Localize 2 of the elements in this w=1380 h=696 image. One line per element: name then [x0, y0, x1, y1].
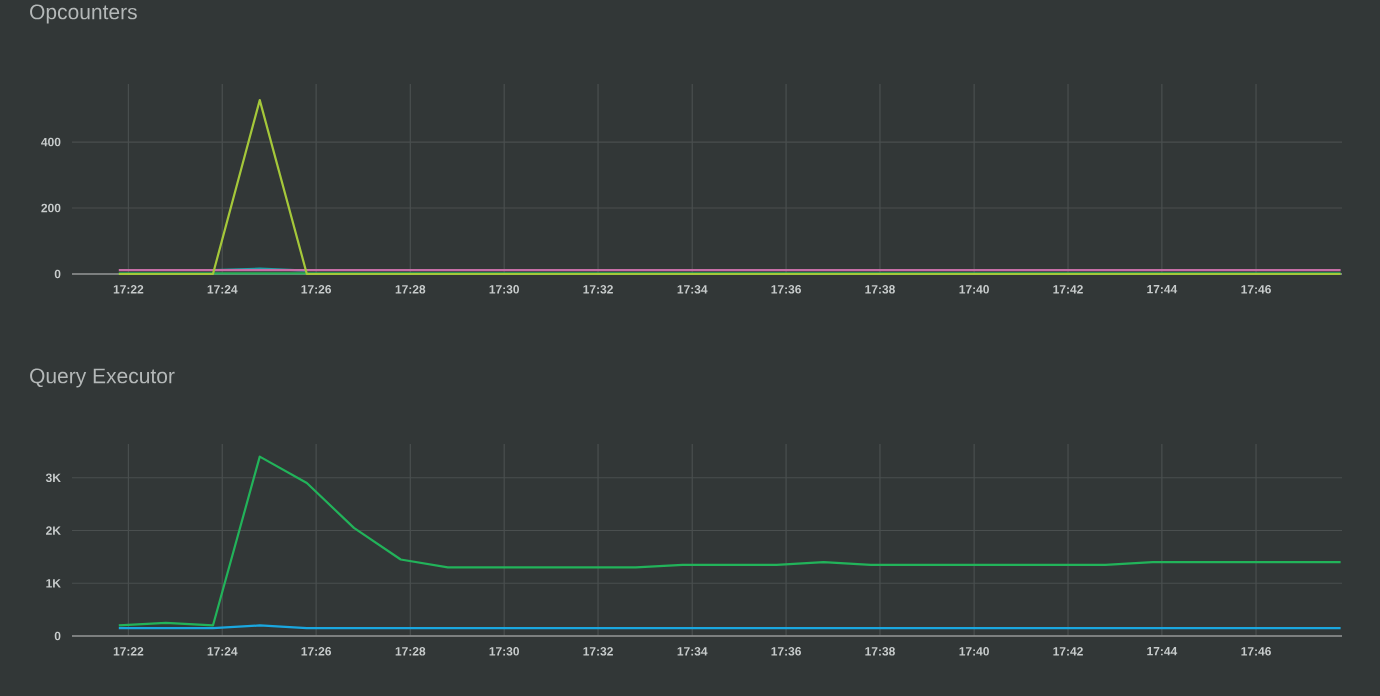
chart-title: Query Executor	[30, 368, 175, 388]
chart-title: Opcounters	[30, 4, 137, 24]
